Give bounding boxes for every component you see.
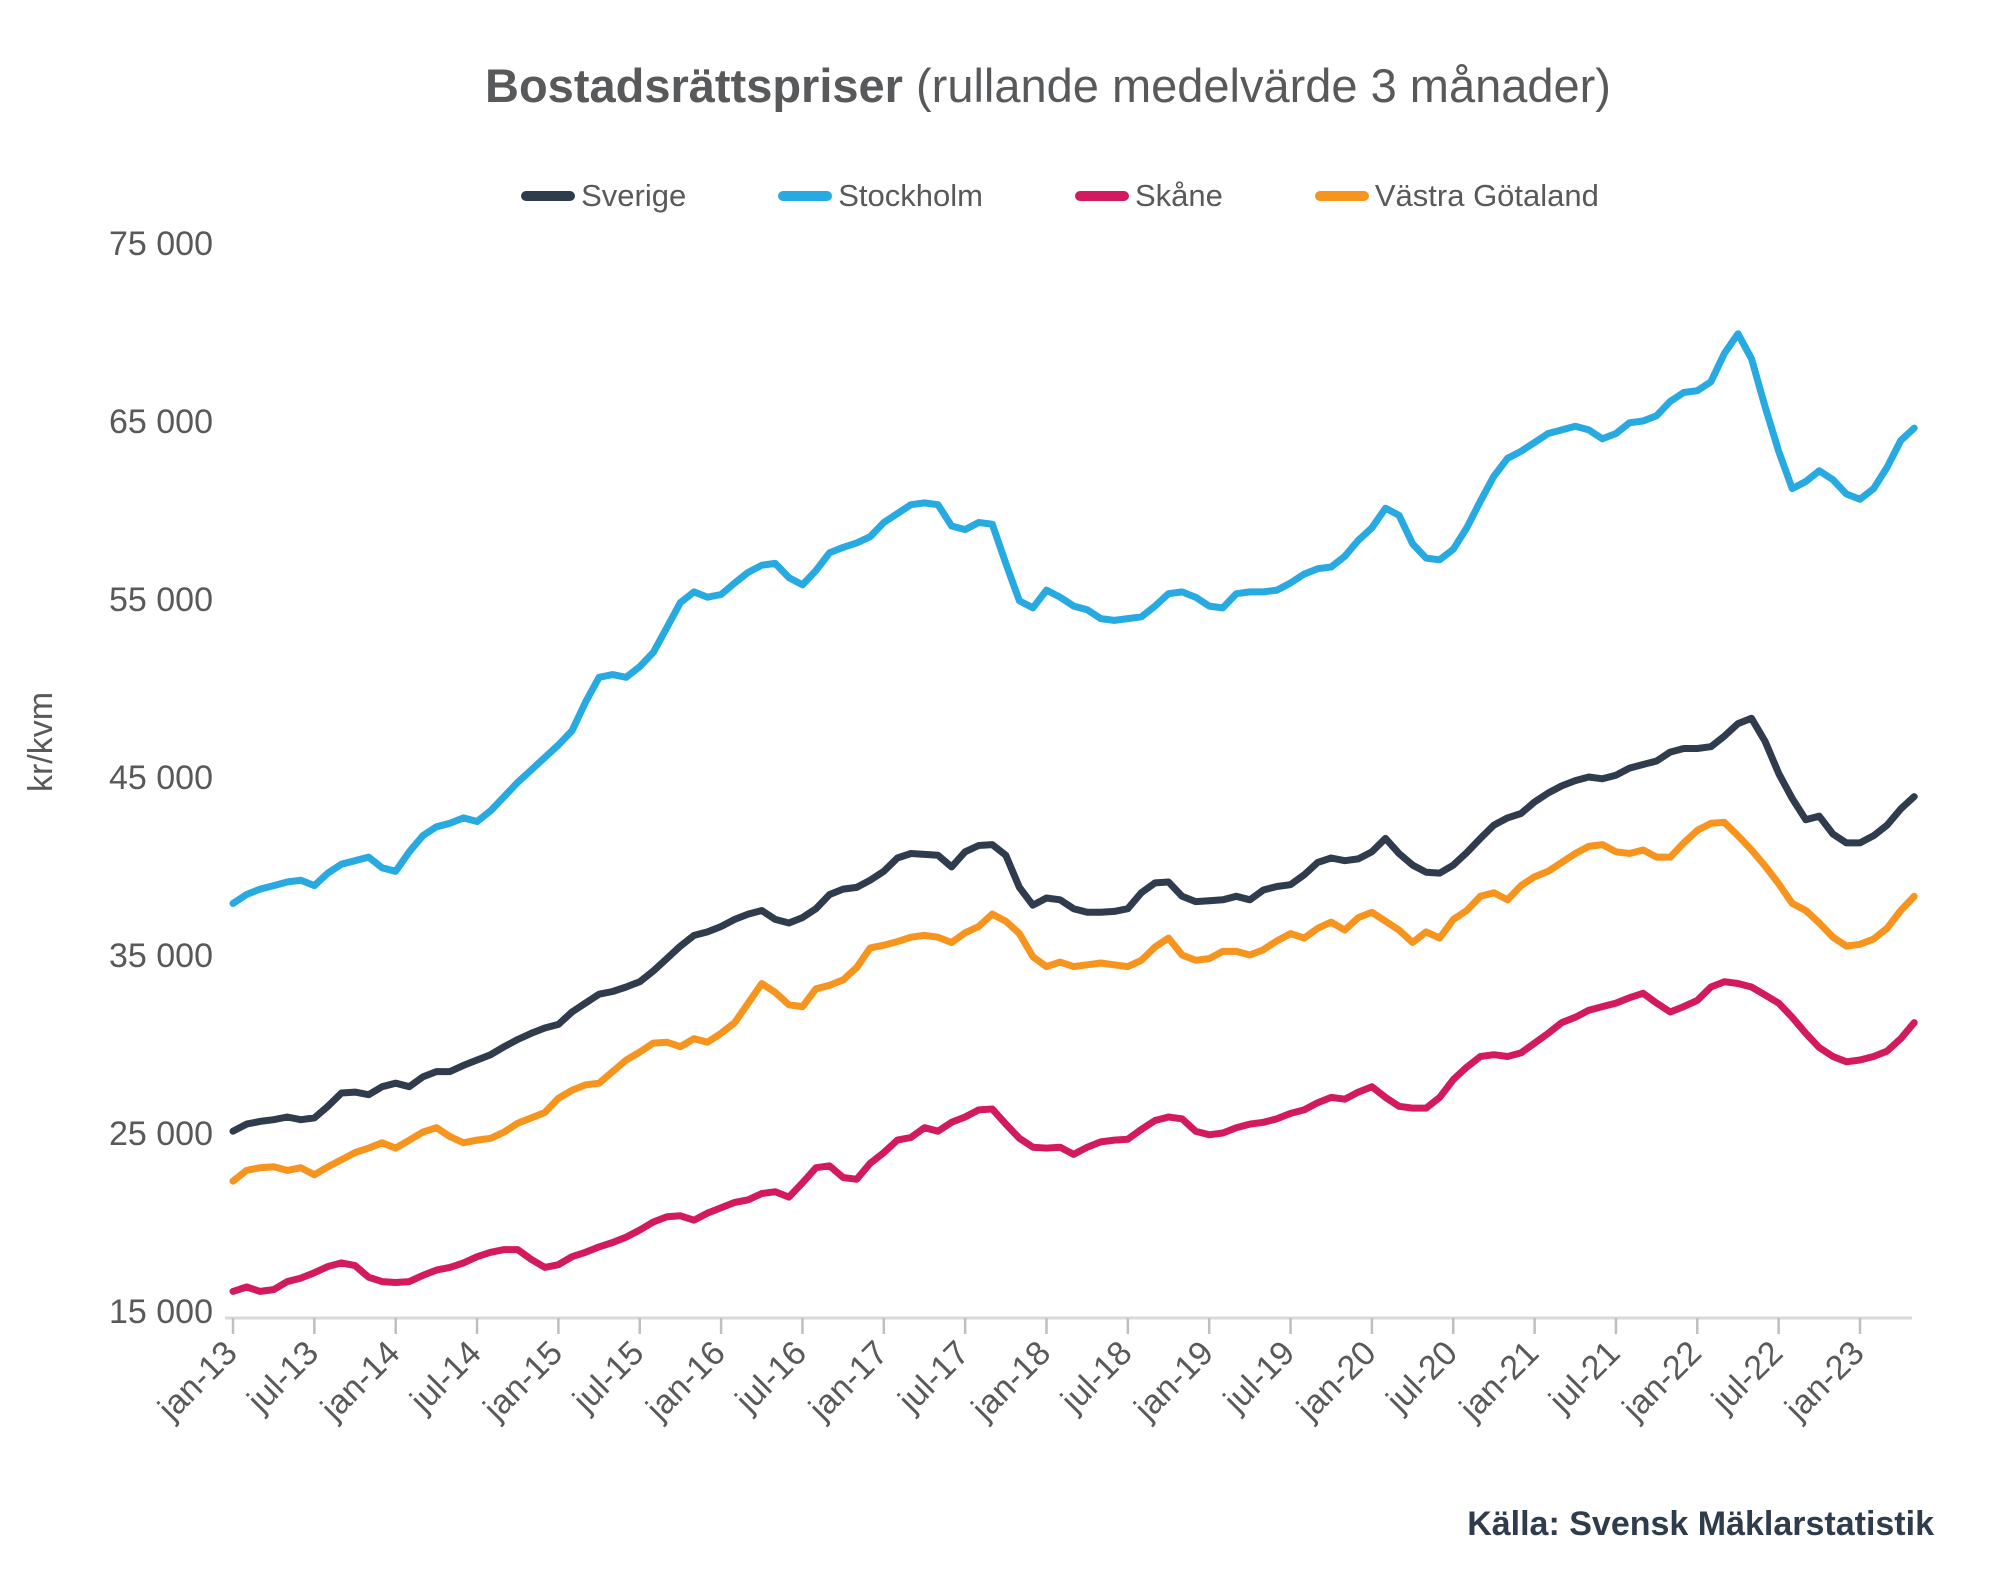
legend-swatch-vastra-gotaland	[1314, 191, 1369, 201]
legend-label-skane: Skåne	[1134, 178, 1223, 213]
legend-swatch-skane	[1074, 191, 1129, 201]
legend-item-sverige: Sverige	[521, 178, 686, 214]
x-tick-label: jan-23	[1777, 1334, 1871, 1428]
y-axis-title: kr/kvm	[22, 692, 60, 792]
x-tick-label: jan-19	[1126, 1334, 1220, 1428]
y-tick-label: 15 000	[109, 1293, 213, 1331]
y-tick-label: 55 000	[109, 581, 213, 619]
legend-item-skane: Skåne	[1074, 178, 1223, 214]
legend-label-sverige: Sverige	[581, 178, 687, 213]
x-tick-label: jul-16	[728, 1334, 814, 1420]
x-tick-label: jul-17	[890, 1334, 976, 1420]
x-tick-label: jul-15	[565, 1334, 651, 1420]
x-tick-label: jan-18	[964, 1334, 1058, 1428]
y-tick-label: 35 000	[109, 937, 213, 975]
x-tick-label: jan-15	[476, 1334, 570, 1428]
x-tick-label: jul-22	[1704, 1334, 1790, 1420]
x-tick-label: jul-14	[402, 1334, 488, 1420]
legend-item-vastra-gotaland: Västra Götaland	[1314, 178, 1599, 214]
series-line-skane	[229, 978, 1918, 1295]
y-tick-label: 75 000	[109, 225, 213, 263]
series-line-vastra-gotaland	[229, 818, 1918, 1185]
source-note: Källa: Svensk Mäklarstatistik	[1467, 1505, 1934, 1543]
x-tick-label: jan-16	[638, 1334, 732, 1428]
x-tick-label: jan-21	[1452, 1334, 1546, 1428]
chart-title: Bostadsrättspriser (rullande medelvärde …	[48, 58, 2000, 113]
x-tick-label: jan-20	[1289, 1334, 1383, 1428]
x-tick-label: jul-13	[240, 1334, 326, 1420]
x-tick-label: jul-20	[1379, 1334, 1465, 1420]
x-tick-label: jul-18	[1053, 1334, 1139, 1420]
x-tick-label: jan-17	[801, 1334, 895, 1428]
legend-item-stockholm: Stockholm	[778, 178, 983, 214]
x-tick-label: jan-22	[1615, 1334, 1709, 1428]
series-line-sverige	[229, 714, 1918, 1135]
x-tick-label: jul-21	[1541, 1334, 1627, 1420]
legend-label-vastra-gotaland: Västra Götaland	[1374, 178, 1599, 213]
chart-title-subtitle: (rullande medelvärde 3 månader)	[902, 59, 1611, 112]
series-line-stockholm	[229, 330, 1918, 907]
x-tick-label: jan-14	[313, 1334, 407, 1428]
y-tick-label: 25 000	[109, 1115, 213, 1153]
chart-title-bold: Bostadsrättspriser	[485, 59, 903, 112]
y-tick-label: 65 000	[109, 403, 213, 441]
legend-swatch-sverige	[521, 191, 576, 201]
x-tick-label: jul-19	[1216, 1334, 1302, 1420]
legend-label-stockholm: Stockholm	[838, 178, 983, 213]
legend: Sverige Stockholm Skåne Västra Götaland	[60, 178, 2000, 214]
legend-swatch-stockholm	[778, 191, 833, 201]
y-tick-label: 45 000	[109, 759, 213, 797]
x-tick-label: jan-13	[150, 1334, 244, 1428]
